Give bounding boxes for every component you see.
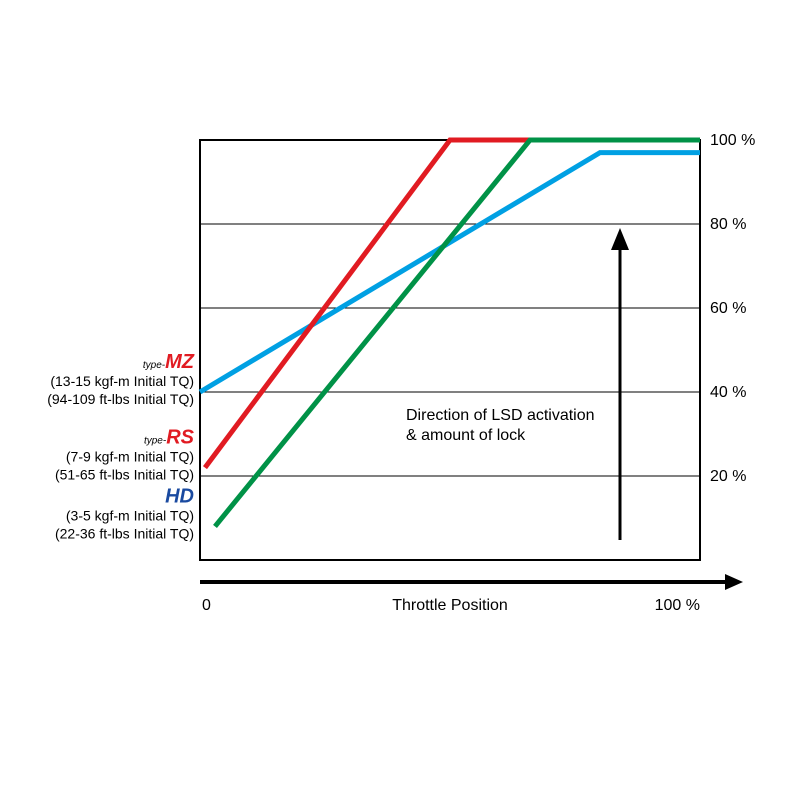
annotation-line1: Direction of LSD activation [406,407,595,424]
ytick-label: 60 % [710,300,746,317]
ytick-label: 80 % [710,216,746,233]
legend-title: HD [165,485,194,507]
ytick-label: 40 % [710,384,746,401]
ytick-label: 20 % [710,468,746,485]
legend-detail: (13-15 kgf-m Initial TQ) [50,373,194,389]
ytick-label: 100 % [710,132,755,149]
legend-detail: (51-65 ft-lbs Initial TQ) [55,467,194,483]
xaxis-max: 100 % [655,597,700,614]
legend-detail: (22-36 ft-lbs Initial TQ) [55,525,194,541]
xaxis-title: Throttle Position [392,597,508,614]
xaxis-zero: 0 [202,597,211,614]
legend-detail: (7-9 kgf-m Initial TQ) [66,449,194,465]
legend-detail: (94-109 ft-lbs Initial TQ) [47,391,194,407]
legend-detail: (3-5 kgf-m Initial TQ) [66,507,194,523]
annotation-line2: & amount of lock [406,427,526,444]
